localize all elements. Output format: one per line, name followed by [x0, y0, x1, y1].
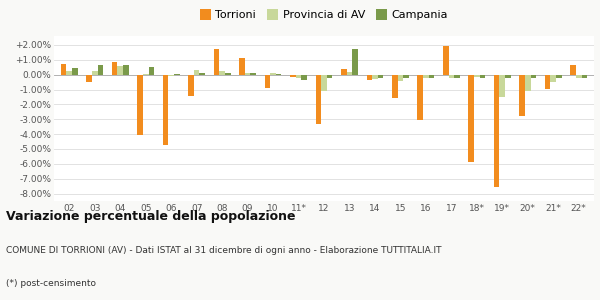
Bar: [276, 74, 281, 75]
Bar: [454, 75, 460, 78]
Bar: [372, 75, 378, 79]
Bar: [245, 73, 250, 75]
Bar: [321, 75, 327, 91]
Bar: [270, 73, 276, 75]
Bar: [581, 75, 587, 78]
Legend: Torrioni, Provincia di AV, Campania: Torrioni, Provincia di AV, Campania: [195, 5, 453, 25]
Bar: [67, 71, 72, 75]
Bar: [169, 75, 174, 76]
Bar: [290, 75, 296, 77]
Bar: [571, 65, 576, 75]
Bar: [61, 64, 67, 75]
Bar: [239, 58, 245, 75]
Bar: [398, 75, 403, 81]
Bar: [576, 75, 581, 78]
Text: COMUNE DI TORRIONI (AV) - Dati ISTAT al 31 dicembre di ogni anno - Elaborazione : COMUNE DI TORRIONI (AV) - Dati ISTAT al …: [6, 246, 442, 255]
Bar: [143, 74, 149, 75]
Bar: [327, 75, 332, 78]
Bar: [474, 75, 479, 77]
Bar: [250, 74, 256, 75]
Bar: [188, 75, 194, 96]
Bar: [367, 75, 372, 80]
Bar: [530, 75, 536, 78]
Bar: [174, 74, 179, 75]
Bar: [163, 75, 169, 145]
Bar: [316, 75, 321, 124]
Bar: [98, 65, 103, 75]
Bar: [72, 68, 77, 75]
Bar: [418, 75, 423, 120]
Bar: [494, 75, 499, 187]
Bar: [479, 75, 485, 78]
Bar: [86, 75, 92, 82]
Bar: [556, 75, 562, 78]
Bar: [149, 67, 154, 75]
Bar: [220, 70, 225, 75]
Bar: [499, 75, 505, 97]
Bar: [469, 75, 474, 162]
Bar: [525, 75, 530, 91]
Bar: [296, 75, 301, 78]
Bar: [347, 72, 352, 75]
Bar: [505, 75, 511, 78]
Bar: [378, 75, 383, 78]
Bar: [123, 65, 128, 75]
Bar: [392, 75, 398, 98]
Bar: [449, 75, 454, 78]
Bar: [341, 69, 347, 75]
Bar: [265, 75, 270, 88]
Bar: [550, 75, 556, 82]
Bar: [118, 66, 123, 75]
Bar: [92, 70, 98, 75]
Bar: [301, 75, 307, 80]
Text: Variazione percentuale della popolazione: Variazione percentuale della popolazione: [6, 210, 296, 223]
Bar: [423, 75, 428, 78]
Bar: [403, 75, 409, 78]
Bar: [112, 62, 118, 75]
Bar: [137, 75, 143, 135]
Bar: [199, 73, 205, 75]
Bar: [225, 74, 230, 75]
Bar: [352, 49, 358, 75]
Bar: [443, 46, 449, 75]
Text: (*) post-censimento: (*) post-censimento: [6, 279, 96, 288]
Bar: [520, 75, 525, 116]
Bar: [194, 70, 199, 75]
Bar: [545, 75, 550, 89]
Bar: [428, 75, 434, 78]
Bar: [214, 49, 220, 75]
